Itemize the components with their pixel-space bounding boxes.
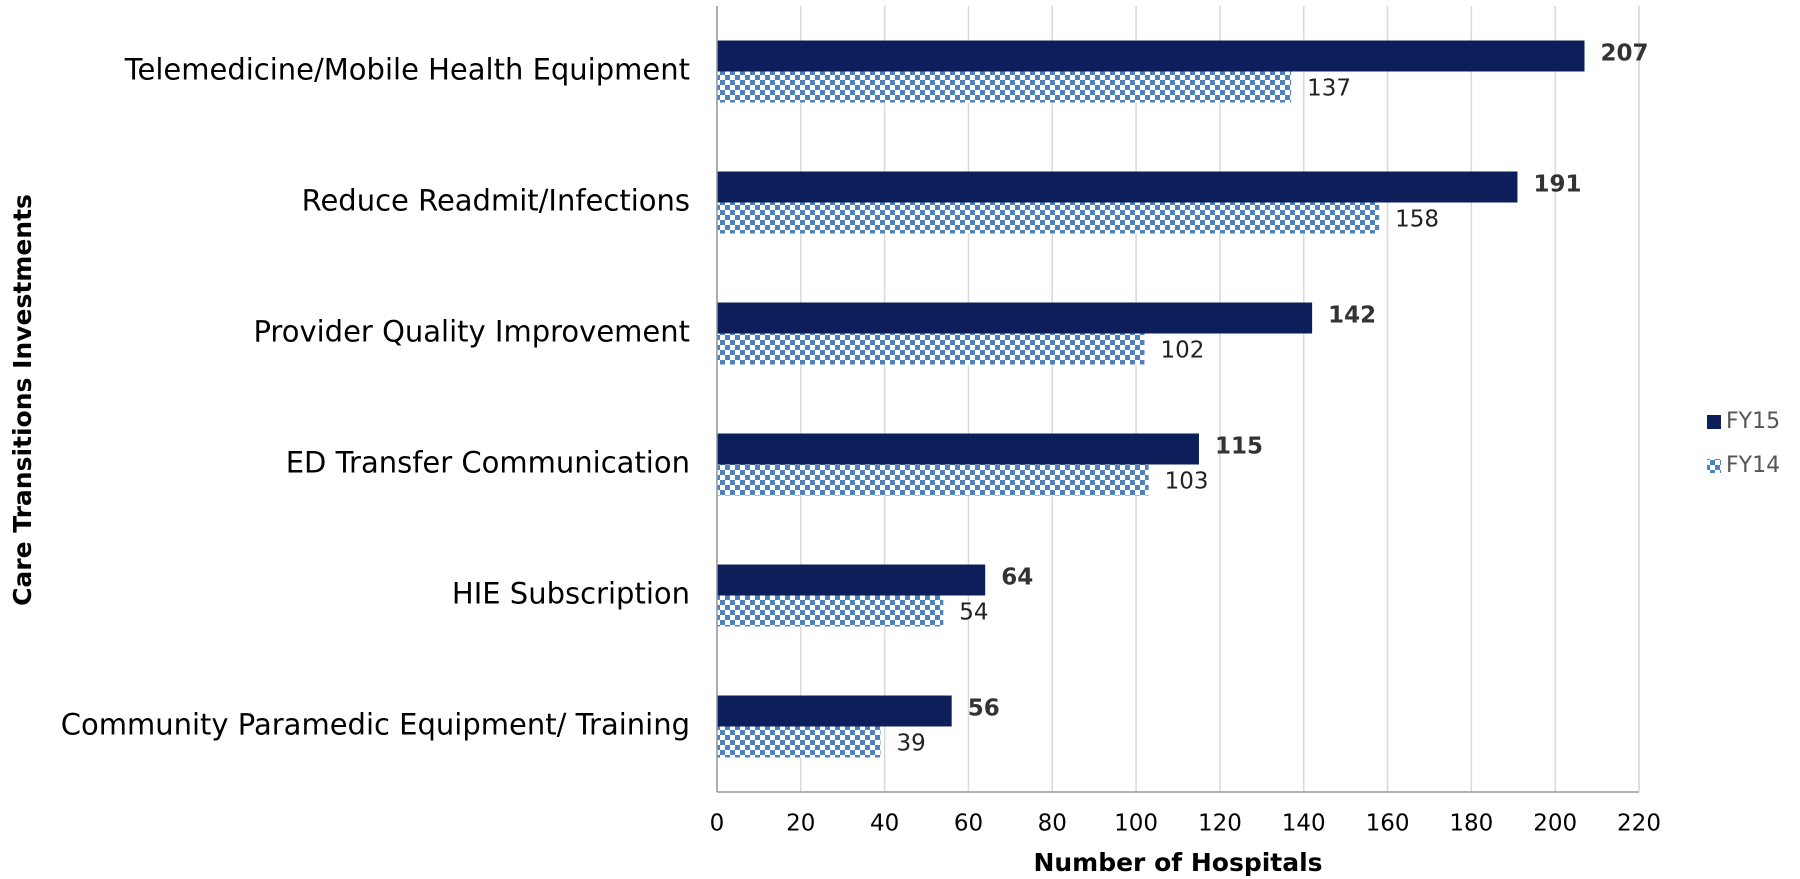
bar bbox=[717, 202, 1380, 234]
y-tick-label: Telemedicine/Mobile Health Equipment bbox=[124, 53, 690, 87]
y-tick-label: Community Paramedic Equipment/ Training bbox=[61, 708, 690, 742]
data-label: 102 bbox=[1160, 338, 1204, 364]
y-tick-label: Reduce Readmit/Infections bbox=[302, 184, 690, 218]
data-label: 142 bbox=[1328, 303, 1376, 329]
y-tick-label: HIE Subscription bbox=[452, 577, 690, 611]
bar bbox=[717, 333, 1145, 365]
data-label: 56 bbox=[968, 696, 1000, 722]
x-tick-label: 100 bbox=[1114, 811, 1158, 837]
bar bbox=[717, 40, 1585, 72]
legend-label: FY14 bbox=[1726, 453, 1780, 478]
data-label: 39 bbox=[896, 731, 925, 757]
bar bbox=[717, 302, 1313, 334]
x-tick-label: 220 bbox=[1617, 811, 1661, 837]
x-tick-label: 40 bbox=[870, 811, 899, 837]
x-tick-label: 0 bbox=[710, 811, 725, 837]
bar bbox=[717, 71, 1292, 103]
data-label: 207 bbox=[1601, 41, 1649, 67]
x-tick-label: 120 bbox=[1198, 811, 1242, 837]
bar bbox=[717, 464, 1149, 496]
x-tick-label: 20 bbox=[786, 811, 815, 837]
bar bbox=[717, 564, 986, 596]
y-tick-label: Provider Quality Improvement bbox=[253, 315, 690, 349]
x-tick-label: 200 bbox=[1533, 811, 1577, 837]
legend-label: FY15 bbox=[1726, 409, 1780, 434]
bar bbox=[717, 595, 944, 627]
y-axis-title: Care Transitions Investments bbox=[8, 194, 37, 606]
x-tick-label: 160 bbox=[1366, 811, 1410, 837]
data-label: 115 bbox=[1215, 434, 1263, 460]
legend-swatch bbox=[1707, 459, 1721, 473]
data-label: 158 bbox=[1395, 207, 1439, 233]
x-tick-label: 180 bbox=[1449, 811, 1493, 837]
x-tick-label: 60 bbox=[954, 811, 983, 837]
data-label: 64 bbox=[1001, 565, 1033, 591]
data-label: 191 bbox=[1533, 172, 1581, 198]
data-label: 54 bbox=[959, 600, 988, 626]
bar bbox=[717, 695, 952, 727]
legend-swatch bbox=[1707, 415, 1721, 429]
x-axis-title: Number of Hospitals bbox=[1033, 848, 1322, 877]
x-tick-label: 80 bbox=[1038, 811, 1067, 837]
bar bbox=[717, 726, 881, 758]
x-tick-label: 140 bbox=[1282, 811, 1326, 837]
y-tick-label: ED Transfer Communication bbox=[286, 446, 690, 480]
bar bbox=[717, 171, 1518, 203]
data-label: 137 bbox=[1307, 76, 1351, 102]
data-label: 103 bbox=[1165, 469, 1209, 495]
bar bbox=[717, 433, 1199, 465]
